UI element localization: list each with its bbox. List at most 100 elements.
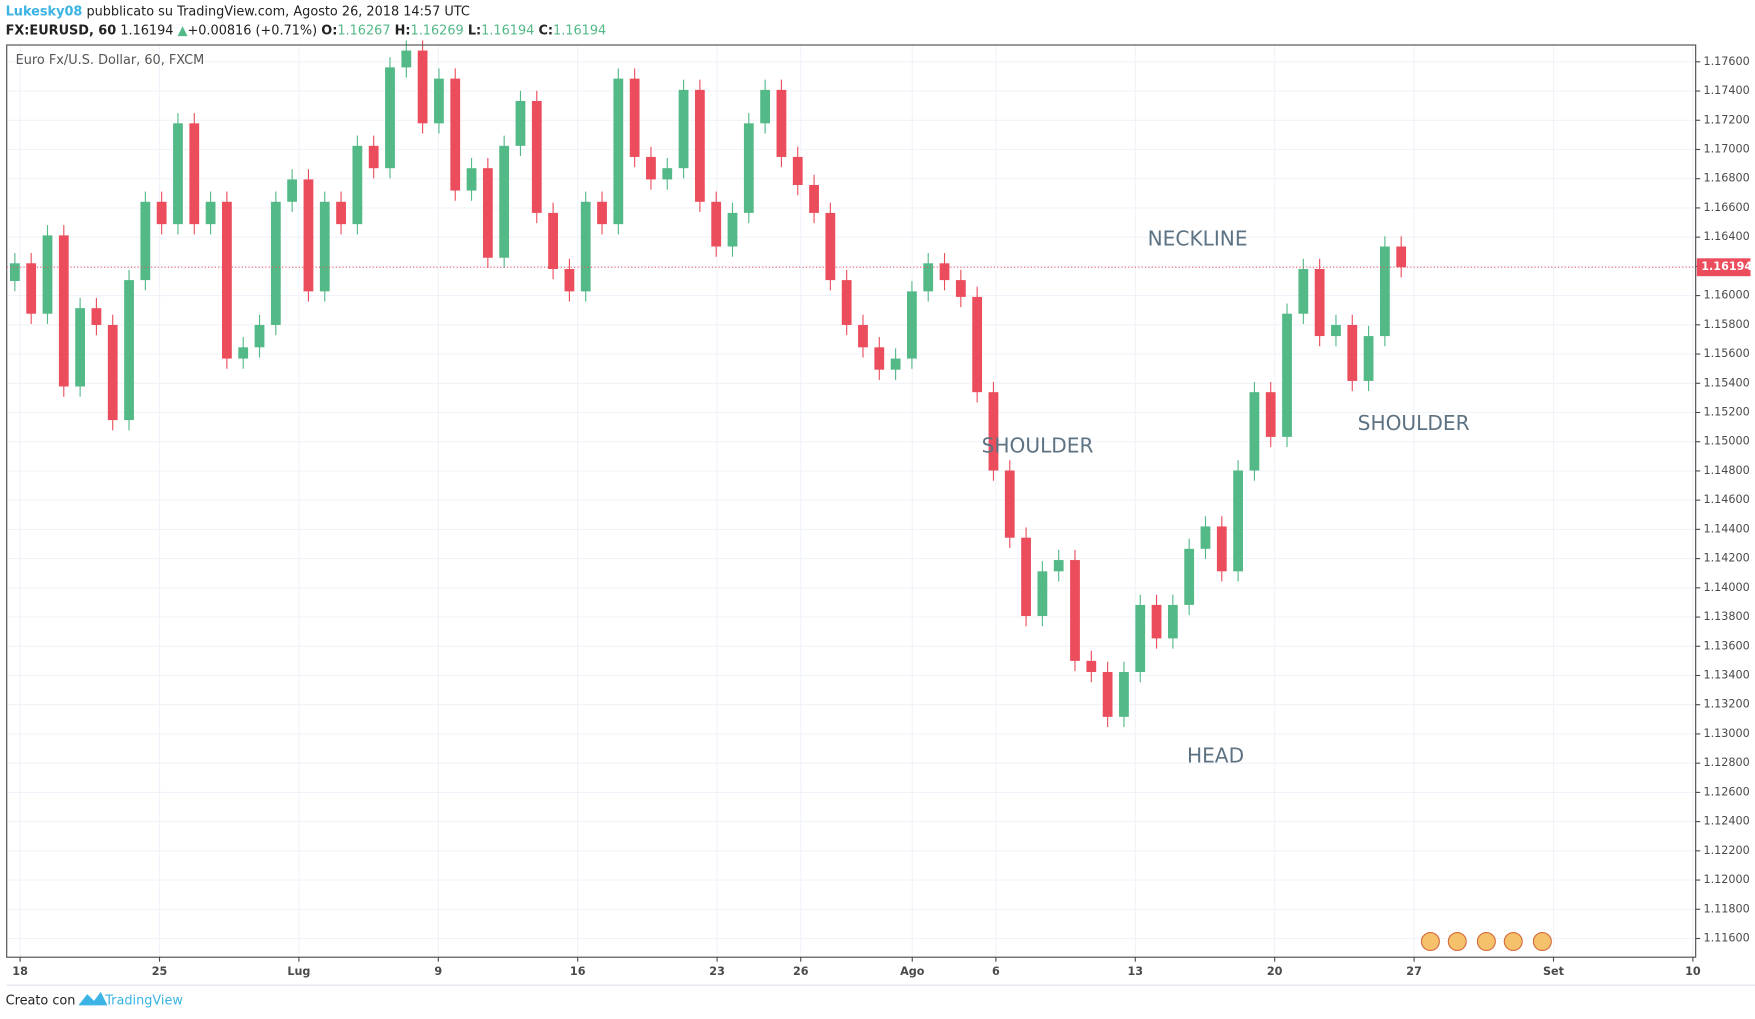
h-label: H: bbox=[395, 23, 411, 38]
candle-body bbox=[26, 263, 37, 314]
candle-body bbox=[450, 78, 461, 191]
candle-body bbox=[352, 145, 363, 225]
candle-body bbox=[222, 201, 232, 359]
candle-body bbox=[743, 123, 754, 213]
candle-body bbox=[694, 89, 705, 202]
candle-body bbox=[1282, 313, 1292, 437]
candle-body bbox=[401, 50, 412, 68]
candle-body bbox=[156, 201, 167, 225]
candle-body bbox=[303, 179, 314, 292]
event-icons bbox=[1420, 932, 1552, 952]
y-tick-label: 1.14400 bbox=[1704, 522, 1750, 535]
candle-body bbox=[646, 156, 656, 180]
price: 1.16194 bbox=[120, 23, 173, 38]
y-tick-label: 1.14800 bbox=[1704, 464, 1750, 477]
y-tick-label: 1.17400 bbox=[1704, 84, 1750, 97]
event-icon[interactable] bbox=[1532, 932, 1552, 952]
x-tick-label: 20 bbox=[1267, 965, 1283, 978]
candle-body bbox=[1314, 269, 1325, 337]
candle-body bbox=[678, 89, 689, 169]
candle-body bbox=[434, 78, 444, 124]
arrow: ▲ bbox=[178, 23, 188, 38]
y-tick-label: 1.16000 bbox=[1704, 289, 1750, 302]
event-icon[interactable] bbox=[1503, 932, 1523, 952]
candle-body bbox=[466, 168, 477, 191]
last-price-label: 1.16194 bbox=[1701, 260, 1752, 273]
last-price-box bbox=[1696, 258, 1751, 277]
candle-body bbox=[189, 123, 200, 225]
h: 1.16269 bbox=[411, 23, 464, 38]
candle-body bbox=[923, 263, 934, 292]
candle-body bbox=[368, 145, 379, 169]
y-tick-label: 1.15800 bbox=[1704, 318, 1750, 331]
candle-body bbox=[874, 347, 885, 370]
brand[interactable]: TradingView bbox=[104, 993, 183, 1008]
annotation: HEAD bbox=[1187, 743, 1244, 767]
y-tick-label: 1.15600 bbox=[1704, 347, 1750, 360]
x-tick-label: Set bbox=[1543, 965, 1565, 978]
y-tick-label: 1.16800 bbox=[1704, 172, 1750, 185]
candle-body bbox=[1298, 269, 1309, 314]
candle-body bbox=[385, 67, 395, 169]
x-tick-label: 18 bbox=[12, 965, 28, 978]
candle-body bbox=[1086, 660, 1097, 672]
candle-body bbox=[9, 263, 20, 281]
event-icon[interactable] bbox=[1420, 932, 1440, 952]
candle-body bbox=[1347, 324, 1358, 381]
candle-body bbox=[1249, 392, 1260, 471]
y-tick-label: 1.12200 bbox=[1704, 844, 1750, 857]
candle-body bbox=[91, 308, 102, 325]
candle-body bbox=[1200, 526, 1211, 549]
candle-body bbox=[1184, 548, 1195, 605]
candle-body bbox=[858, 324, 868, 348]
y-tick-label: 1.13400 bbox=[1704, 668, 1750, 681]
l: 1.16194 bbox=[481, 23, 534, 38]
y-tick-label: 1.16400 bbox=[1704, 230, 1750, 243]
annotation: SHOULDER bbox=[982, 433, 1094, 457]
event-icon[interactable] bbox=[1447, 932, 1467, 952]
x-tick-label: 23 bbox=[709, 965, 725, 978]
o: 1.16267 bbox=[337, 23, 390, 38]
y-tick-label: 1.16600 bbox=[1704, 201, 1750, 214]
candle-body bbox=[629, 78, 640, 157]
candle-body bbox=[319, 201, 330, 292]
x-tick-label: 16 bbox=[570, 965, 586, 978]
c: 1.16194 bbox=[553, 23, 606, 38]
candle-body bbox=[499, 145, 510, 258]
candle-body bbox=[205, 201, 216, 225]
y-tick-label: 1.12400 bbox=[1704, 815, 1750, 828]
y-tick-label: 1.15000 bbox=[1704, 435, 1750, 448]
candle-body bbox=[254, 324, 265, 348]
y-tick-label: 1.14200 bbox=[1704, 552, 1750, 565]
candle-body bbox=[1331, 324, 1341, 337]
logo bbox=[78, 991, 108, 1006]
candle-body bbox=[972, 296, 983, 393]
candle-body bbox=[531, 100, 542, 213]
x-tick-label: 10 bbox=[1685, 965, 1701, 978]
o-label: O: bbox=[321, 23, 337, 38]
y-tick-label: 1.13800 bbox=[1704, 610, 1750, 623]
x-tick-label: 6 bbox=[992, 965, 1000, 978]
candle-body bbox=[58, 235, 69, 387]
candle-body bbox=[1363, 336, 1374, 381]
candle-body bbox=[515, 100, 526, 146]
y-tick-label: 1.17000 bbox=[1704, 142, 1750, 155]
candle-body bbox=[711, 201, 722, 247]
candle-body bbox=[1216, 526, 1227, 572]
change: +0.00816 (+0.71%) bbox=[187, 23, 317, 38]
event-icon[interactable] bbox=[1476, 932, 1496, 952]
plot-frame bbox=[6, 44, 1697, 958]
grid bbox=[6, 45, 1696, 958]
y-tick-label: 1.13600 bbox=[1704, 639, 1750, 652]
candle-body bbox=[75, 308, 86, 387]
y-tick-label: 1.12800 bbox=[1704, 756, 1750, 769]
y-tick-label: 1.13000 bbox=[1704, 727, 1750, 740]
candles bbox=[9, 40, 1407, 728]
candle-body bbox=[1379, 246, 1390, 337]
user[interactable]: Lukesky08 bbox=[6, 4, 83, 19]
c-label: C: bbox=[538, 23, 553, 38]
y-tick-label: 1.12600 bbox=[1704, 785, 1750, 798]
header-line-1: Lukesky08 pubblicato su TradingView.com,… bbox=[6, 4, 470, 19]
candle-body bbox=[1167, 604, 1178, 639]
